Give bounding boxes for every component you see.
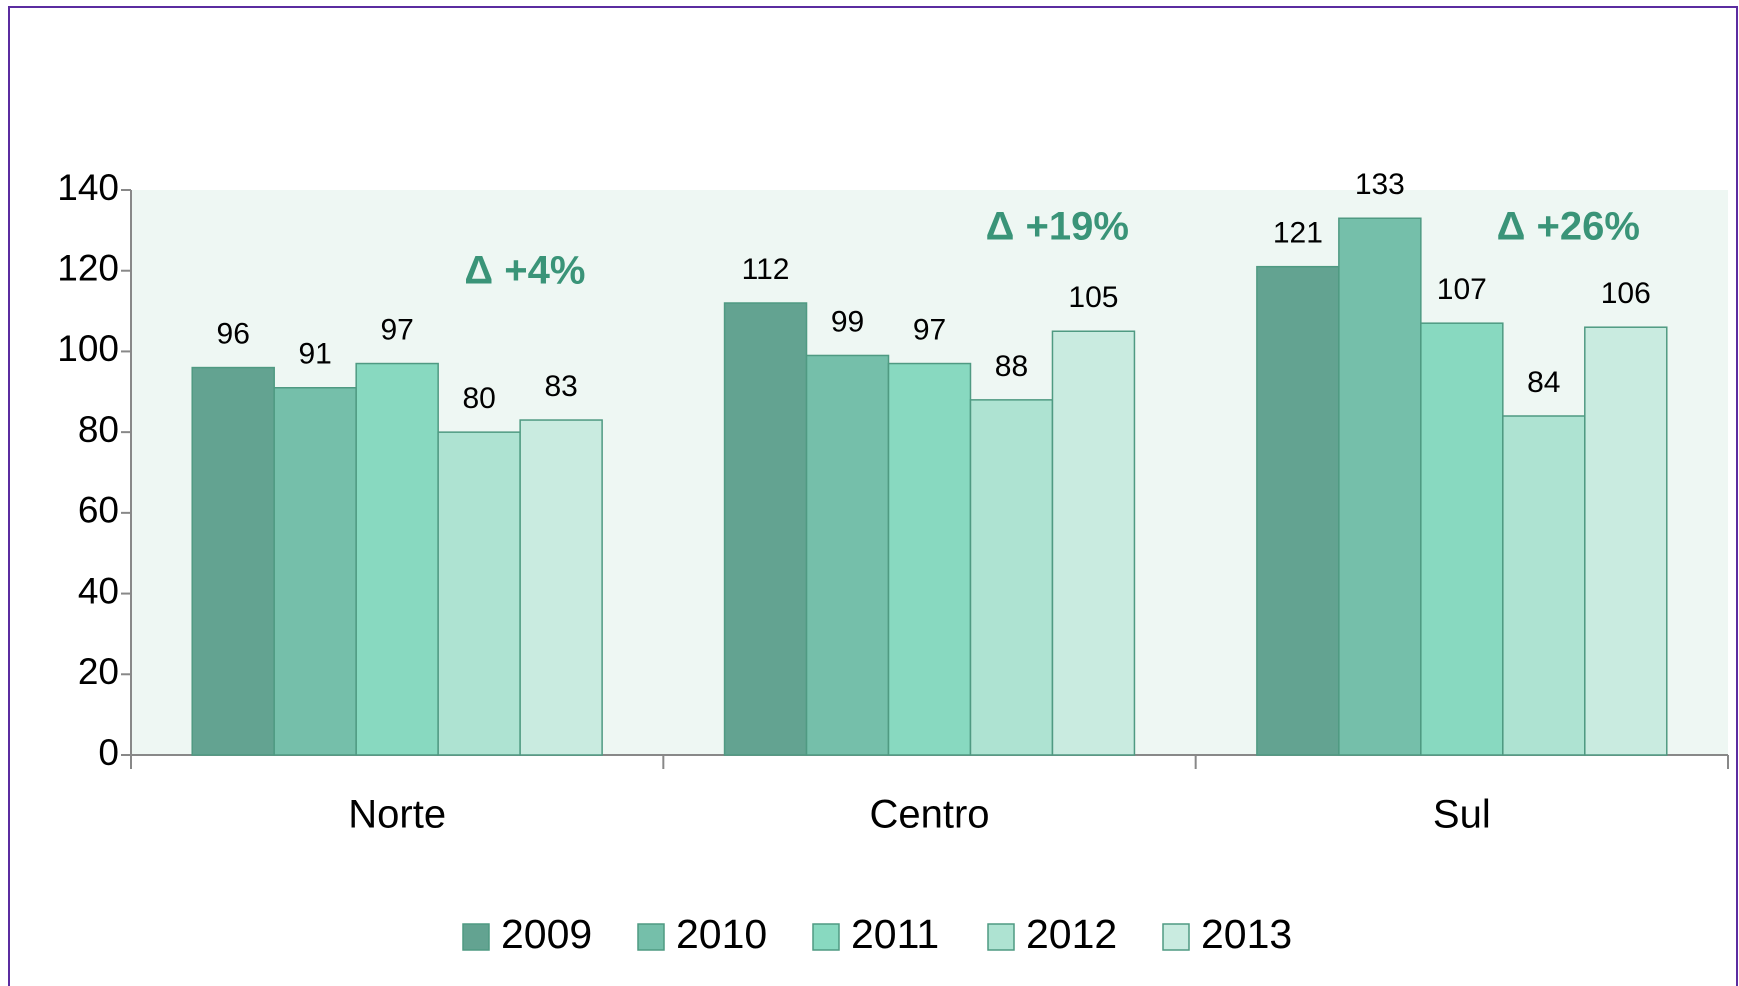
bar (1256, 265, 1340, 756)
data-label: 97 (913, 313, 946, 346)
data-label: 99 (831, 305, 864, 338)
legend-swatch (462, 923, 490, 951)
data-label: 84 (1527, 366, 1560, 399)
legend-label: 2013 (1201, 911, 1292, 957)
data-label: 133 (1355, 168, 1405, 201)
y-tick-label: 60 (78, 490, 119, 531)
y-tick-label: 140 (57, 167, 119, 208)
legend-swatch (987, 923, 1015, 951)
annotation: Δ +19% (986, 205, 1129, 249)
y-tick-label: 0 (98, 732, 119, 773)
frame (8, 6, 1738, 986)
bar (191, 366, 275, 756)
y-tick-label: 120 (57, 247, 119, 288)
data-label: 112 (742, 253, 790, 286)
legend-label: 2009 (501, 911, 592, 957)
y-tick-label: 20 (78, 651, 119, 692)
legend-label: 2012 (1026, 911, 1117, 957)
data-label: 83 (544, 370, 577, 403)
data-label: 80 (462, 382, 495, 415)
bar (355, 362, 439, 756)
x-tick-label: Sul (1433, 793, 1491, 837)
bar (1584, 326, 1668, 756)
x-tick-label: Centro (869, 793, 989, 837)
y-tick-label: 100 (57, 328, 119, 369)
x-tick-label: Norte (348, 793, 446, 837)
bar (1420, 322, 1504, 756)
legend-swatch (637, 923, 665, 951)
data-label: 96 (217, 317, 250, 350)
bar (723, 302, 808, 756)
annotation: Δ +4% (464, 249, 585, 293)
data-label: 88 (995, 350, 1028, 383)
bar (519, 419, 603, 756)
legend-swatch (1162, 923, 1190, 951)
y-tick-label: 40 (78, 570, 119, 611)
legend-swatch (812, 923, 840, 951)
bar (887, 362, 972, 756)
legend-label: 2010 (676, 911, 767, 957)
bar (805, 354, 890, 756)
data-label: 121 (1273, 217, 1323, 250)
bar (969, 399, 1054, 756)
legend-label: 2011 (851, 911, 939, 957)
bar (1051, 330, 1136, 756)
data-label: 106 (1601, 277, 1651, 310)
bar (1502, 415, 1586, 756)
bar (437, 431, 521, 756)
data-label: 105 (1068, 281, 1118, 314)
data-label: 107 (1437, 273, 1487, 306)
annotation: Δ +26% (1497, 205, 1640, 249)
data-label: 91 (298, 338, 331, 371)
data-label: 97 (380, 313, 413, 346)
bar (1338, 217, 1422, 756)
y-tick-label: 80 (78, 409, 119, 450)
bar (273, 387, 357, 756)
